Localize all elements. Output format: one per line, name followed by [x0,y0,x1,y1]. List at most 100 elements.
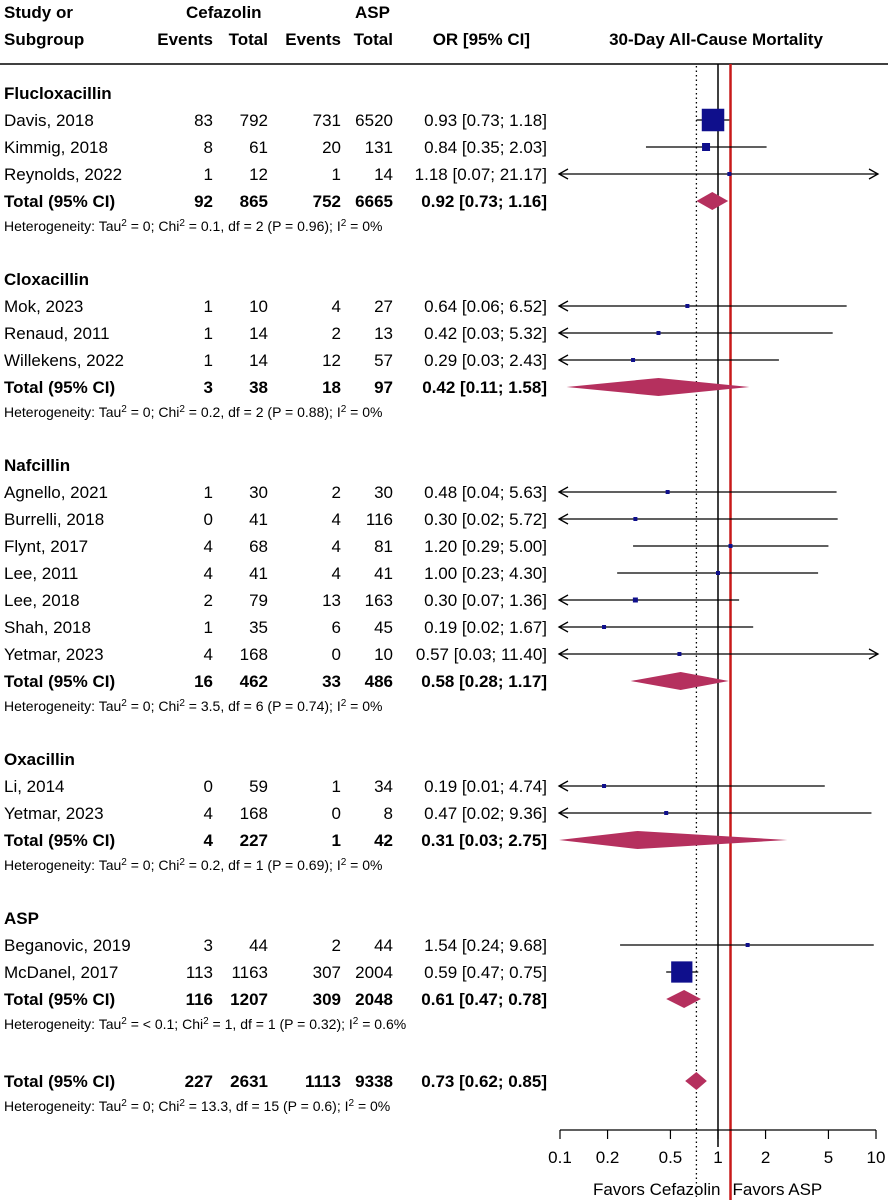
effect-square [745,943,750,947]
study-cefazolin-total: 10 [249,297,268,316]
overall-total-asp-total: 9338 [355,1072,393,1091]
study-cefazolin-events: 3 [204,936,213,955]
study-name: Willekens, 2022 [4,351,124,370]
effect-square [602,625,607,629]
study-asp-events: 4 [332,537,341,556]
effect-square [728,544,733,548]
study-asp-total: 81 [374,537,393,556]
study-name: Beganovic, 2019 [4,936,131,955]
study-or-ci: 1.18 [0.07; 21.17] [415,165,547,184]
study-name: Li, 2014 [4,777,65,796]
effect-square [631,358,636,362]
ci-arrow-left [557,354,569,366]
x-tick-label: 10 [867,1148,886,1167]
subgroup-heading: Nafcillin [4,456,70,475]
effect-square [727,172,732,176]
subgroup-heterogeneity: Heterogeneity: Tau2 = 0; Chi2 = 0.2, df … [4,404,382,421]
study-or-ci: 0.19 [0.01; 4.74] [424,777,547,796]
subgroup-total-asp-events: 33 [322,672,341,691]
study-cefazolin-total: 792 [240,111,268,130]
subgroup-total-label: Total (95% CI) [4,192,115,211]
study-asp-events: 2 [332,483,341,502]
study-cefazolin-events: 0 [204,777,213,796]
subgroup-total-asp-events: 1 [332,831,341,850]
pooled-diamond [559,831,788,849]
study-cefazolin-total: 61 [249,138,268,157]
header-asp: ASP [355,3,390,22]
ci-arrow-left [557,780,569,792]
study-or-ci: 0.19 [0.02; 1.67] [424,618,547,637]
study-asp-total: 27 [374,297,393,316]
study-asp-total: 57 [374,351,393,370]
header-cefazolin-events: Events [157,30,213,49]
study-asp-total: 44 [374,936,393,955]
study-cefazolin-events: 2 [204,591,213,610]
subgroup-total-cefazolin-total: 227 [240,831,268,850]
subgroup-total-cefazolin-total: 38 [249,378,268,397]
study-asp-total: 163 [365,591,393,610]
subgroup-total-label: Total (95% CI) [4,831,115,850]
study-cefazolin-total: 168 [240,645,268,664]
pooled-diamond [685,1072,707,1090]
subgroup-heading: Oxacillin [4,750,75,769]
effect-square [671,961,693,983]
column-headers: Study or Subgroup Cefazolin ASP Events T… [0,3,888,65]
subgroup-total-or-ci: 0.61 [0.47; 0.78] [421,990,547,1009]
study-or-ci: 0.30 [0.02; 5.72] [424,510,547,529]
pooled-diamond [630,672,729,690]
study-or-ci: 0.93 [0.73; 1.18] [424,111,547,130]
effect-square [701,108,725,132]
ci-arrow-left [557,300,569,312]
pooled-diamond [666,990,701,1008]
study-or-ci: 0.48 [0.04; 5.63] [424,483,547,502]
study-or-ci: 0.57 [0.03; 11.40] [416,645,547,664]
study-or-ci: 1.00 [0.23; 4.30] [424,564,547,583]
study-name: Yetmar, 2023 [4,804,104,823]
subgroup-heterogeneity: Heterogeneity: Tau2 = 0; Chi2 = 0.2, df … [4,857,382,874]
ci-arrow-left [557,621,569,633]
ci-arrow-right [868,648,880,660]
study-cefazolin-events: 1 [204,324,213,343]
subgroup-total-cefazolin-events: 4 [204,831,214,850]
study-cefazolin-events: 1 [204,297,213,316]
subgroup-total-asp-total: 486 [365,672,393,691]
effect-square [633,517,638,521]
study-name: Mok, 2023 [4,297,83,316]
subgroup-total-cefazolin-total: 865 [240,192,268,211]
study-asp-total: 6520 [355,111,393,130]
study-or-ci: 0.59 [0.47; 0.75] [424,963,547,982]
subgroup-total-label: Total (95% CI) [4,672,115,691]
overall-total-label: Total (95% CI) [4,1072,115,1091]
study-cefazolin-total: 12 [249,165,268,184]
effect-square [664,811,669,815]
study-name: Lee, 2018 [4,591,80,610]
header-asp-total: Total [354,30,393,49]
x-tick-label: 0.5 [659,1148,683,1167]
study-asp-total: 30 [374,483,393,502]
study-name: Shah, 2018 [4,618,91,637]
study-asp-events: 1 [332,165,341,184]
subgroup-total-cefazolin-events: 92 [194,192,213,211]
study-asp-total: 13 [374,324,393,343]
study-asp-events: 4 [332,297,341,316]
study-cefazolin-events: 1 [204,165,213,184]
header-cefazolin: Cefazolin [186,3,262,22]
study-cefazolin-total: 35 [249,618,268,637]
study-cefazolin-total: 168 [240,804,268,823]
subgroup-total-asp-events: 18 [322,378,341,397]
favors-right-label: Favors ASP [733,1180,823,1199]
subgroup-heterogeneity: Heterogeneity: Tau2 = 0; Chi2 = 3.5, df … [4,698,382,715]
favors-left-label: Favors Cefazolin [593,1180,721,1199]
study-name: Renaud, 2011 [4,324,110,343]
study-name: Burrelli, 2018 [4,510,104,529]
study-or-ci: 0.64 [0.06; 6.52] [424,297,547,316]
study-cefazolin-events: 8 [204,138,213,157]
header-asp-events: Events [285,30,341,49]
overall-heterogeneity: Heterogeneity: Tau2 = 0; Chi2 = 13.3, df… [4,1098,390,1115]
study-asp-events: 4 [332,510,341,529]
study-or-ci: 1.20 [0.29; 5.00] [424,537,547,556]
study-asp-total: 116 [366,510,393,529]
subgroup-heading: ASP [4,909,39,928]
